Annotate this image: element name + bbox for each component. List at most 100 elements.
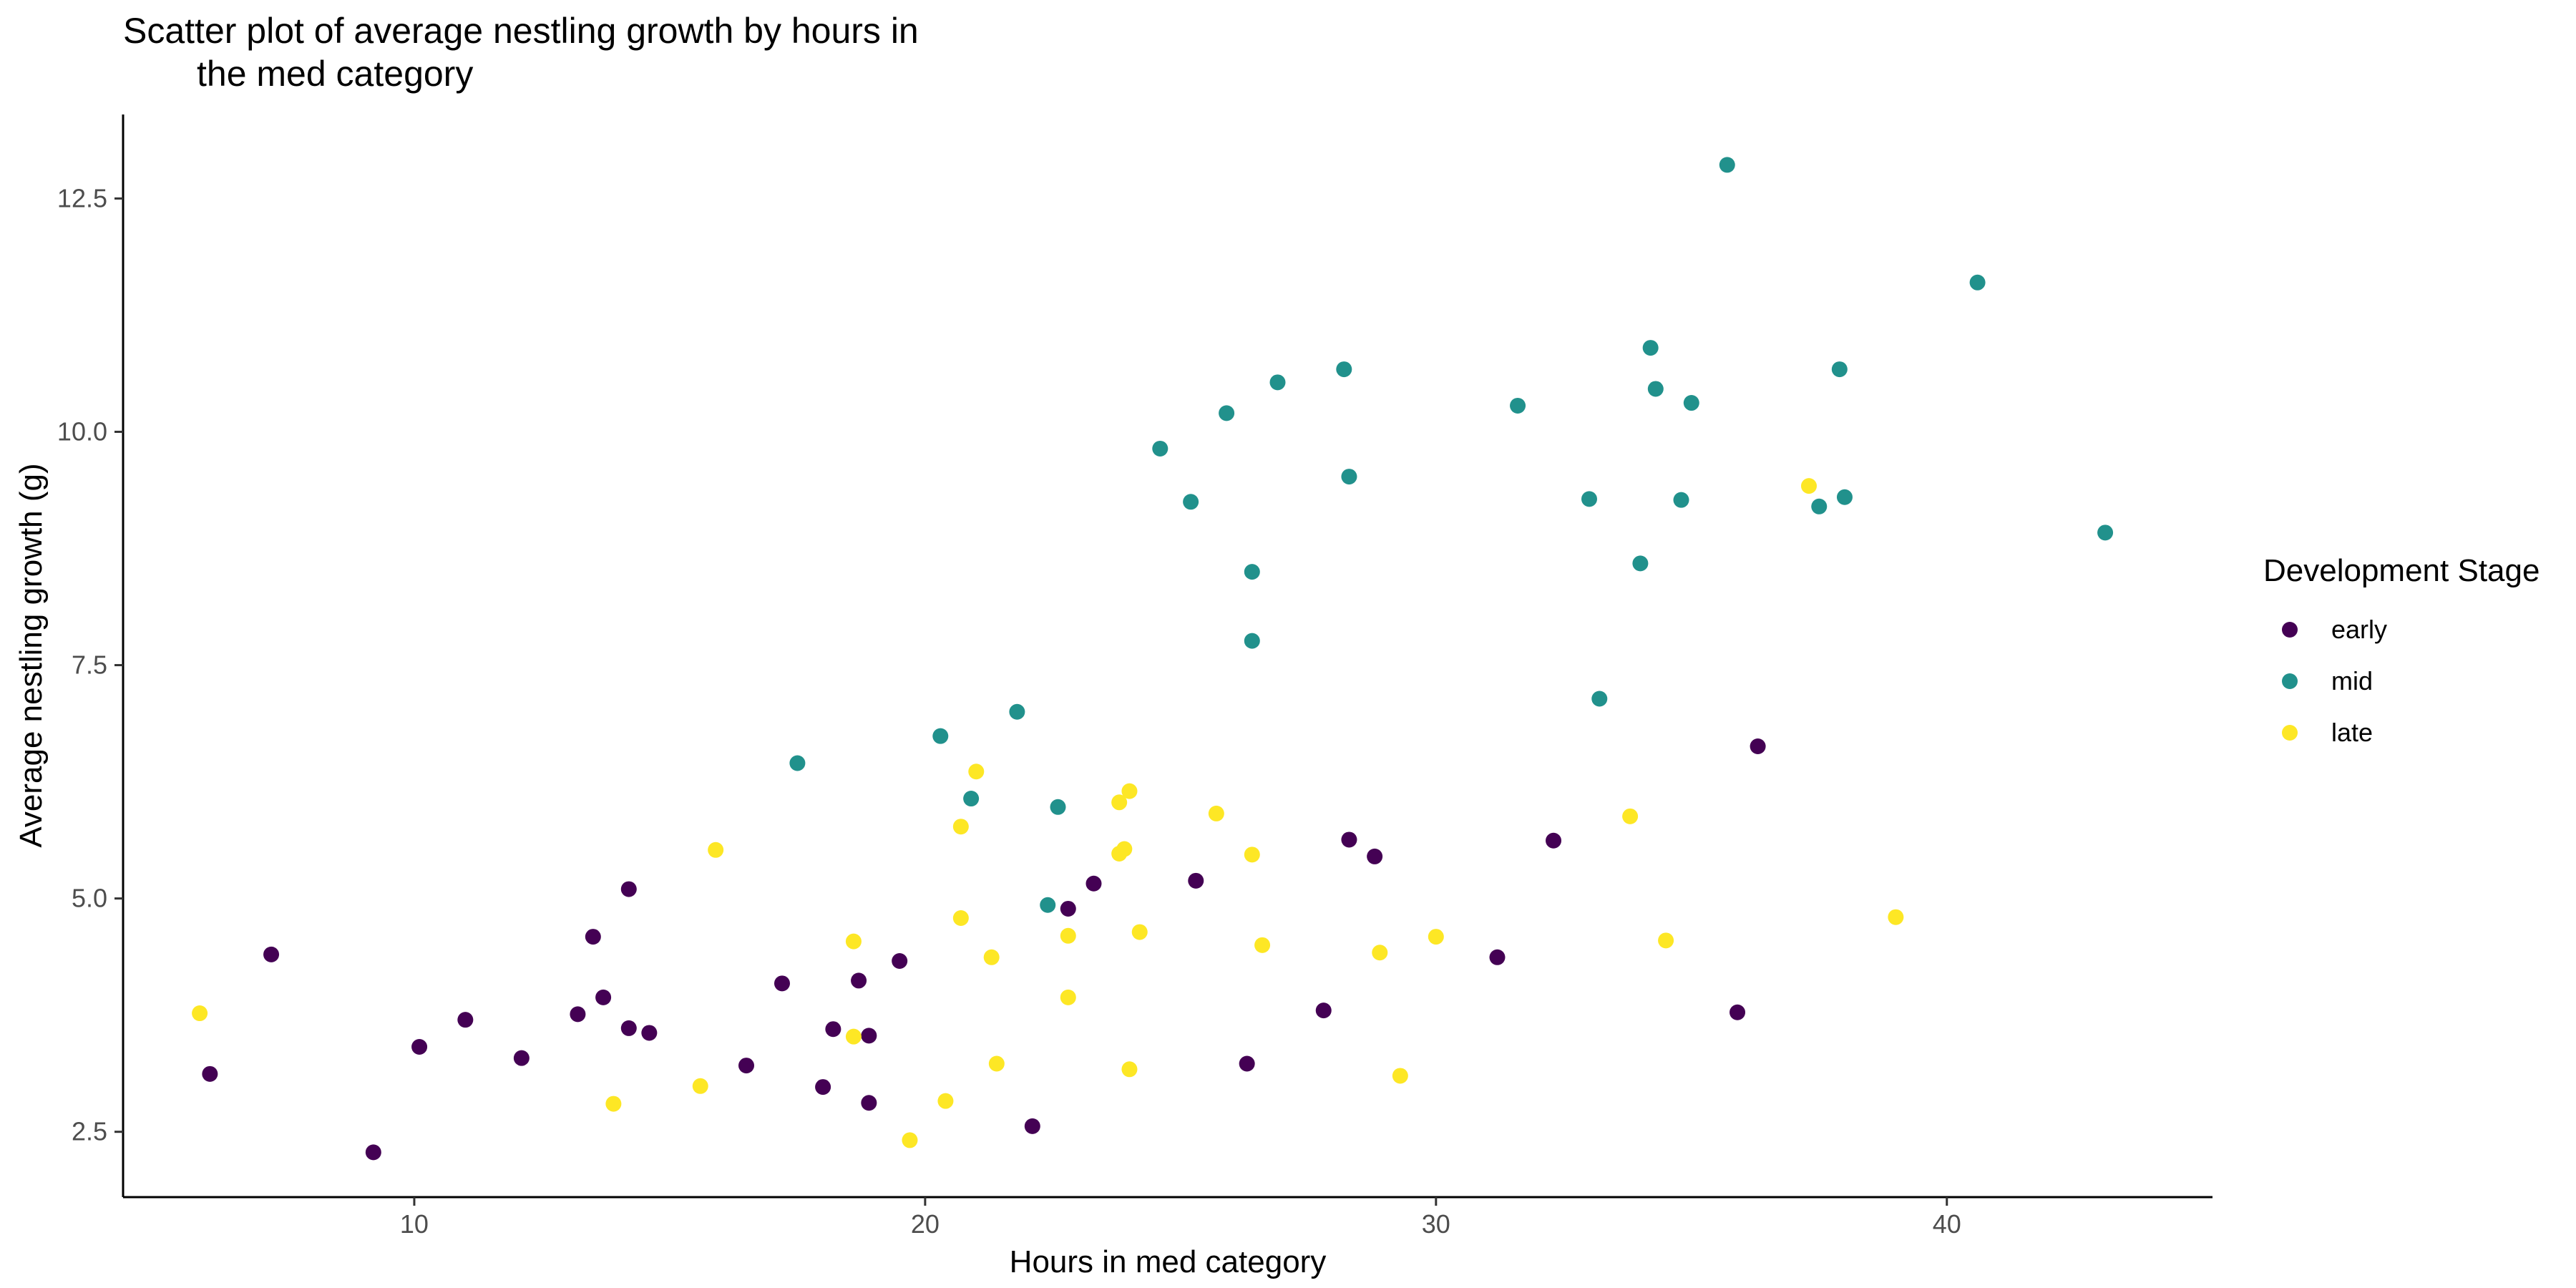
point-late bbox=[937, 1093, 954, 1109]
point-early bbox=[1750, 738, 1766, 755]
point-mid bbox=[1581, 491, 1597, 507]
point-late bbox=[1372, 945, 1388, 961]
point-late bbox=[1208, 805, 1224, 821]
point-early bbox=[738, 1058, 755, 1074]
point-mid bbox=[1152, 440, 1169, 457]
point-early bbox=[1546, 832, 1562, 849]
point-mid bbox=[1831, 361, 1848, 378]
point-early bbox=[815, 1079, 831, 1096]
point-mid bbox=[1009, 703, 1025, 720]
legend-label-early: early bbox=[2331, 615, 2387, 644]
point-mid bbox=[1647, 381, 1664, 397]
series-early bbox=[202, 738, 1766, 1161]
point-late bbox=[1622, 808, 1639, 824]
x-axis-ticks: 10 20 30 40 bbox=[400, 1197, 1961, 1239]
point-early bbox=[457, 1012, 474, 1028]
point-mid bbox=[1632, 555, 1649, 572]
point-mid bbox=[789, 755, 806, 771]
point-mid bbox=[1969, 274, 1986, 291]
point-early bbox=[1239, 1055, 1255, 1072]
point-late bbox=[902, 1132, 918, 1148]
y-tick-label: 10.0 bbox=[57, 416, 107, 446]
point-mid bbox=[1269, 374, 1286, 391]
point-mid bbox=[1336, 361, 1352, 378]
point-early bbox=[1489, 949, 1506, 965]
point-early bbox=[774, 975, 790, 992]
legend-title: Development Stage bbox=[2263, 553, 2540, 588]
point-early bbox=[411, 1039, 428, 1055]
series-late bbox=[192, 478, 1904, 1148]
point-early bbox=[620, 1020, 637, 1036]
series-mid bbox=[789, 157, 2114, 913]
point-late bbox=[1244, 847, 1260, 863]
point-late bbox=[1060, 989, 1076, 1005]
point-early bbox=[1024, 1118, 1040, 1134]
point-late bbox=[1116, 841, 1133, 857]
point-late bbox=[845, 1028, 862, 1045]
point-mid bbox=[1719, 157, 1735, 173]
point-early bbox=[861, 1028, 877, 1044]
legend-label-mid: mid bbox=[2331, 666, 2373, 696]
chart-title-line-1: Scatter plot of average nestling growth … bbox=[123, 11, 919, 51]
legend: Development Stage early mid late bbox=[2263, 553, 2540, 747]
point-early bbox=[620, 881, 637, 897]
point-late bbox=[192, 1005, 208, 1022]
point-mid bbox=[1050, 799, 1066, 815]
y-tick-label: 2.5 bbox=[72, 1117, 107, 1146]
point-late bbox=[968, 763, 985, 780]
point-mid bbox=[1673, 492, 1689, 508]
legend-key-early bbox=[2282, 622, 2298, 638]
point-mid bbox=[1244, 633, 1260, 649]
point-mid bbox=[1183, 494, 1199, 510]
point-early bbox=[1367, 848, 1383, 864]
y-tick-label: 12.5 bbox=[57, 183, 107, 213]
point-early bbox=[365, 1144, 381, 1161]
point-late bbox=[1800, 478, 1817, 494]
chart-title-line-2: the med category bbox=[197, 54, 473, 94]
point-early bbox=[1341, 831, 1357, 848]
point-late bbox=[605, 1096, 622, 1112]
point-early bbox=[595, 989, 612, 1005]
point-late bbox=[988, 1055, 1005, 1072]
legend-key-mid bbox=[2282, 673, 2298, 689]
point-early bbox=[1188, 872, 1204, 889]
point-late bbox=[952, 910, 969, 927]
point-late bbox=[1254, 937, 1271, 953]
point-early bbox=[570, 1006, 586, 1023]
point-mid bbox=[963, 791, 980, 807]
point-early bbox=[861, 1095, 877, 1111]
point-mid bbox=[1642, 340, 1659, 356]
point-early bbox=[641, 1025, 658, 1041]
x-tick-label: 40 bbox=[1933, 1209, 1961, 1239]
point-early bbox=[892, 953, 908, 970]
legend-label-late: late bbox=[2331, 718, 2373, 747]
point-early bbox=[585, 929, 601, 945]
point-early bbox=[202, 1065, 218, 1082]
point-mid bbox=[932, 728, 949, 744]
point-late bbox=[845, 933, 862, 950]
point-mid bbox=[1811, 498, 1828, 514]
point-late bbox=[983, 949, 1000, 965]
point-late bbox=[1392, 1068, 1408, 1084]
x-tick-label: 20 bbox=[911, 1209, 940, 1239]
point-mid bbox=[1040, 897, 1056, 913]
point-mid bbox=[1510, 397, 1526, 414]
point-early bbox=[513, 1050, 530, 1066]
point-late bbox=[1428, 929, 1444, 945]
plot-area bbox=[192, 157, 2114, 1161]
point-early bbox=[1315, 1002, 1332, 1019]
point-early bbox=[1060, 900, 1076, 917]
point-mid bbox=[1341, 469, 1357, 485]
point-late bbox=[1888, 909, 1904, 925]
point-early bbox=[263, 946, 280, 962]
point-late bbox=[1060, 927, 1076, 944]
point-late bbox=[692, 1078, 708, 1094]
x-tick-label: 10 bbox=[400, 1209, 429, 1239]
point-early bbox=[825, 1021, 841, 1038]
x-tick-label: 30 bbox=[1422, 1209, 1450, 1239]
y-tick-label: 5.0 bbox=[72, 884, 107, 913]
point-late bbox=[1111, 794, 1128, 811]
point-mid bbox=[1219, 405, 1235, 421]
point-mid bbox=[1591, 691, 1608, 707]
